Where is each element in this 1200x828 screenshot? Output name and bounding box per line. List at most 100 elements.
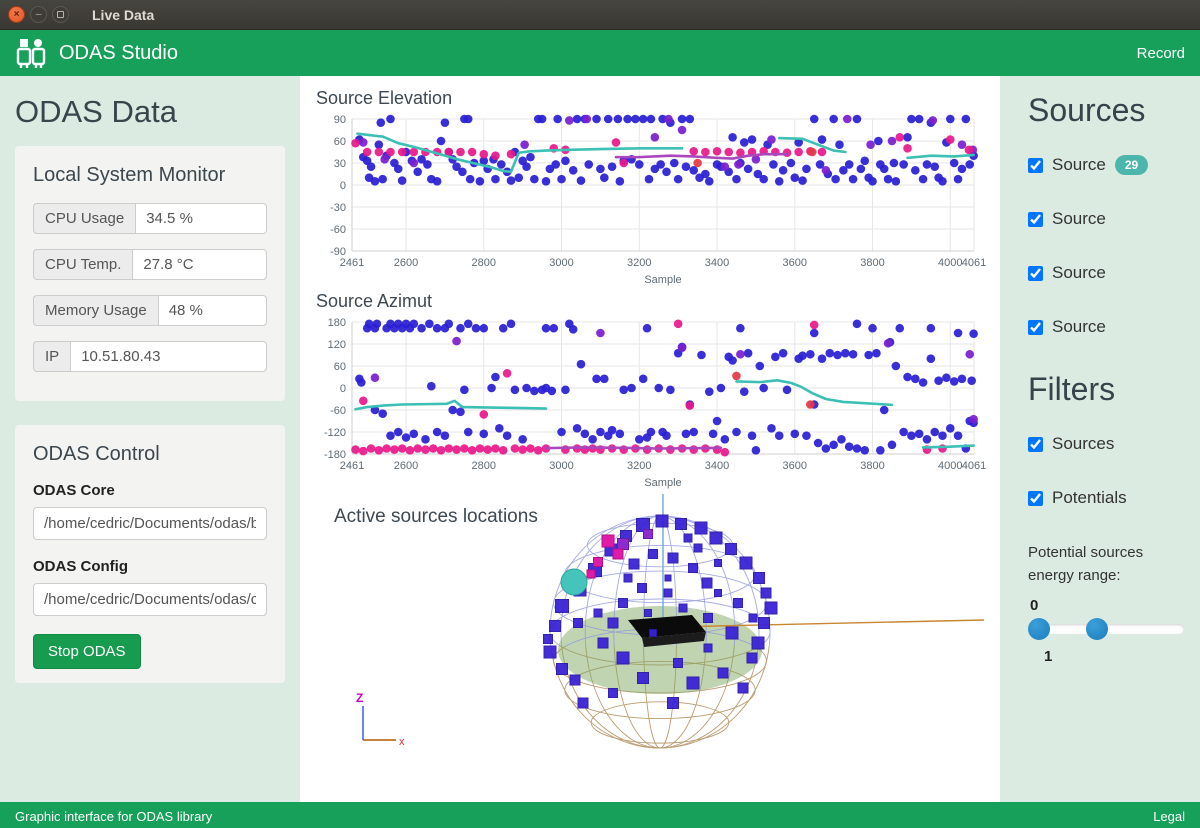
- series-potential-sources-1: [355, 319, 978, 455]
- svg-text:x: x: [399, 736, 405, 748]
- svg-text:-180: -180: [324, 449, 346, 461]
- app-footer: Graphic interface for ODAS library Legal: [0, 802, 1200, 828]
- left-sidebar: ODAS Data Local System Monitor CPU Usage…: [0, 76, 300, 802]
- energy-range-label: Potential sources energy range:: [1028, 544, 1144, 584]
- svg-text:4000: 4000: [938, 460, 962, 472]
- svg-text:-90: -90: [330, 246, 346, 258]
- brand: ODAS Studio: [15, 36, 178, 70]
- energy-range-slider[interactable]: [1028, 618, 1184, 640]
- slider-handle-low[interactable]: [1028, 618, 1050, 640]
- svg-text:2461: 2461: [340, 257, 364, 269]
- svg-text:-30: -30: [330, 202, 346, 214]
- svg-text:3000: 3000: [549, 257, 573, 269]
- legal-link[interactable]: Legal: [1153, 808, 1185, 824]
- series-potential-sources-4: [732, 371, 815, 409]
- main-panel: Source Elevation 90 60 30 0 -30 -60 -90 2461 260…: [300, 76, 1000, 802]
- svg-text:3200: 3200: [627, 460, 651, 472]
- axis-triad: Zx: [356, 691, 405, 748]
- svg-text:3800: 3800: [860, 460, 884, 472]
- elevation-chart-title: Source Elevation: [316, 88, 453, 108]
- footer-text: Graphic interface for ODAS library: [15, 808, 213, 824]
- source-0-checkbox[interactable]: [1028, 157, 1043, 173]
- app-title: ODAS Studio: [59, 41, 178, 64]
- window-close-button[interactable]: ×: [8, 6, 25, 23]
- stop-odas-button[interactable]: Stop ODAS: [33, 634, 141, 669]
- svg-text:3200: 3200: [627, 257, 651, 269]
- odas-core-field[interactable]: [33, 507, 267, 540]
- odas-logo-icon: [16, 39, 46, 68]
- active-source-marker: [560, 568, 588, 596]
- filter-potentials-checkbox[interactable]: [1028, 490, 1043, 506]
- filter-item-potentials: Potentials: [1028, 488, 1186, 508]
- slider-max-label: 1: [1044, 648, 1053, 665]
- svg-text:3600: 3600: [783, 257, 807, 269]
- record-link[interactable]: Record: [1136, 44, 1185, 62]
- odas-control-panel: ODAS Control ODAS Core ODAS Config Stop …: [15, 425, 285, 683]
- source-item-2: Source: [1028, 263, 1186, 283]
- filter-sources-checkbox[interactable]: [1028, 436, 1043, 452]
- right-sidebar: Sources Source 29 Source Source Source F…: [1000, 76, 1200, 802]
- odas-core-label: ODAS Core: [33, 482, 115, 499]
- window-title: Live Data: [92, 6, 155, 23]
- svg-text:2600: 2600: [394, 460, 418, 472]
- source-2-checkbox[interactable]: [1028, 265, 1043, 281]
- memory-usage-field[interactable]: [157, 295, 267, 326]
- svg-text:2600: 2600: [394, 257, 418, 269]
- svg-text:30: 30: [334, 158, 346, 170]
- content-area: ODAS Data Local System Monitor CPU Usage…: [0, 76, 1200, 802]
- source-3-label: Source: [1052, 317, 1106, 336]
- local-system-monitor-panel: Local System Monitor CPU Usage CPU Temp.…: [15, 146, 285, 401]
- series-tracked-source-purple: [614, 152, 789, 160]
- slider-min-label: 0: [1030, 597, 1039, 614]
- cpu-usage-field[interactable]: [135, 203, 267, 234]
- filter-item-sources: Sources: [1028, 434, 1186, 454]
- svg-text:60: 60: [334, 136, 346, 148]
- slider-handle-high[interactable]: [1085, 618, 1108, 640]
- svg-text:120: 120: [328, 339, 346, 351]
- svg-text:4061: 4061: [962, 460, 986, 472]
- filters-section-title: Filters: [1028, 371, 1116, 407]
- monitor-panel-title: Local System Monitor: [33, 164, 226, 186]
- svg-text:2800: 2800: [472, 460, 496, 472]
- svg-text:90: 90: [334, 114, 346, 126]
- source-item-1: Source: [1028, 209, 1186, 229]
- source-0-count-badge: 29: [1114, 155, 1149, 175]
- source-1-checkbox[interactable]: [1028, 211, 1043, 227]
- control-panel-title: ODAS Control: [33, 443, 160, 465]
- series-potential-sources-3: [351, 319, 947, 457]
- series-tracked-source-teal-b: [777, 136, 847, 154]
- cpu-temp-field[interactable]: [132, 249, 267, 280]
- source-0-label: Source: [1052, 155, 1106, 174]
- window-minimize-button[interactable]: –: [30, 6, 47, 23]
- page-title: ODAS Data: [15, 94, 177, 129]
- svg-text:2800: 2800: [472, 257, 496, 269]
- sources-3d-plot[interactable]: Zx: [312, 494, 988, 768]
- series-potential-sources-4: [693, 147, 817, 168]
- x-axis-label: Sample: [644, 477, 681, 489]
- window-maximize-button[interactable]: [52, 6, 69, 23]
- os-titlebar: × – Live Data: [0, 0, 1200, 30]
- source-3-checkbox[interactable]: [1028, 319, 1043, 335]
- series-tracked-source-purple: [544, 446, 723, 450]
- ip-field[interactable]: [70, 341, 267, 372]
- svg-text:3400: 3400: [705, 257, 729, 269]
- series-potential-sources-2: [370, 328, 978, 424]
- cpu-temp-row: CPU Temp.: [33, 249, 267, 280]
- source-item-0: Source 29: [1028, 155, 1186, 175]
- svg-text:180: 180: [328, 317, 346, 329]
- svg-text:3800: 3800: [860, 257, 884, 269]
- locations-3d-title: Active sources locations: [334, 506, 538, 527]
- odas-config-field[interactable]: [33, 583, 267, 616]
- svg-text:2461: 2461: [340, 460, 364, 472]
- svg-text:-120: -120: [324, 427, 346, 439]
- ip-label: IP: [33, 341, 71, 372]
- svg-text:3400: 3400: [705, 460, 729, 472]
- source-2-label: Source: [1052, 263, 1106, 282]
- memory-usage-row: Memory Usage: [33, 295, 267, 326]
- svg-text:0: 0: [340, 383, 346, 395]
